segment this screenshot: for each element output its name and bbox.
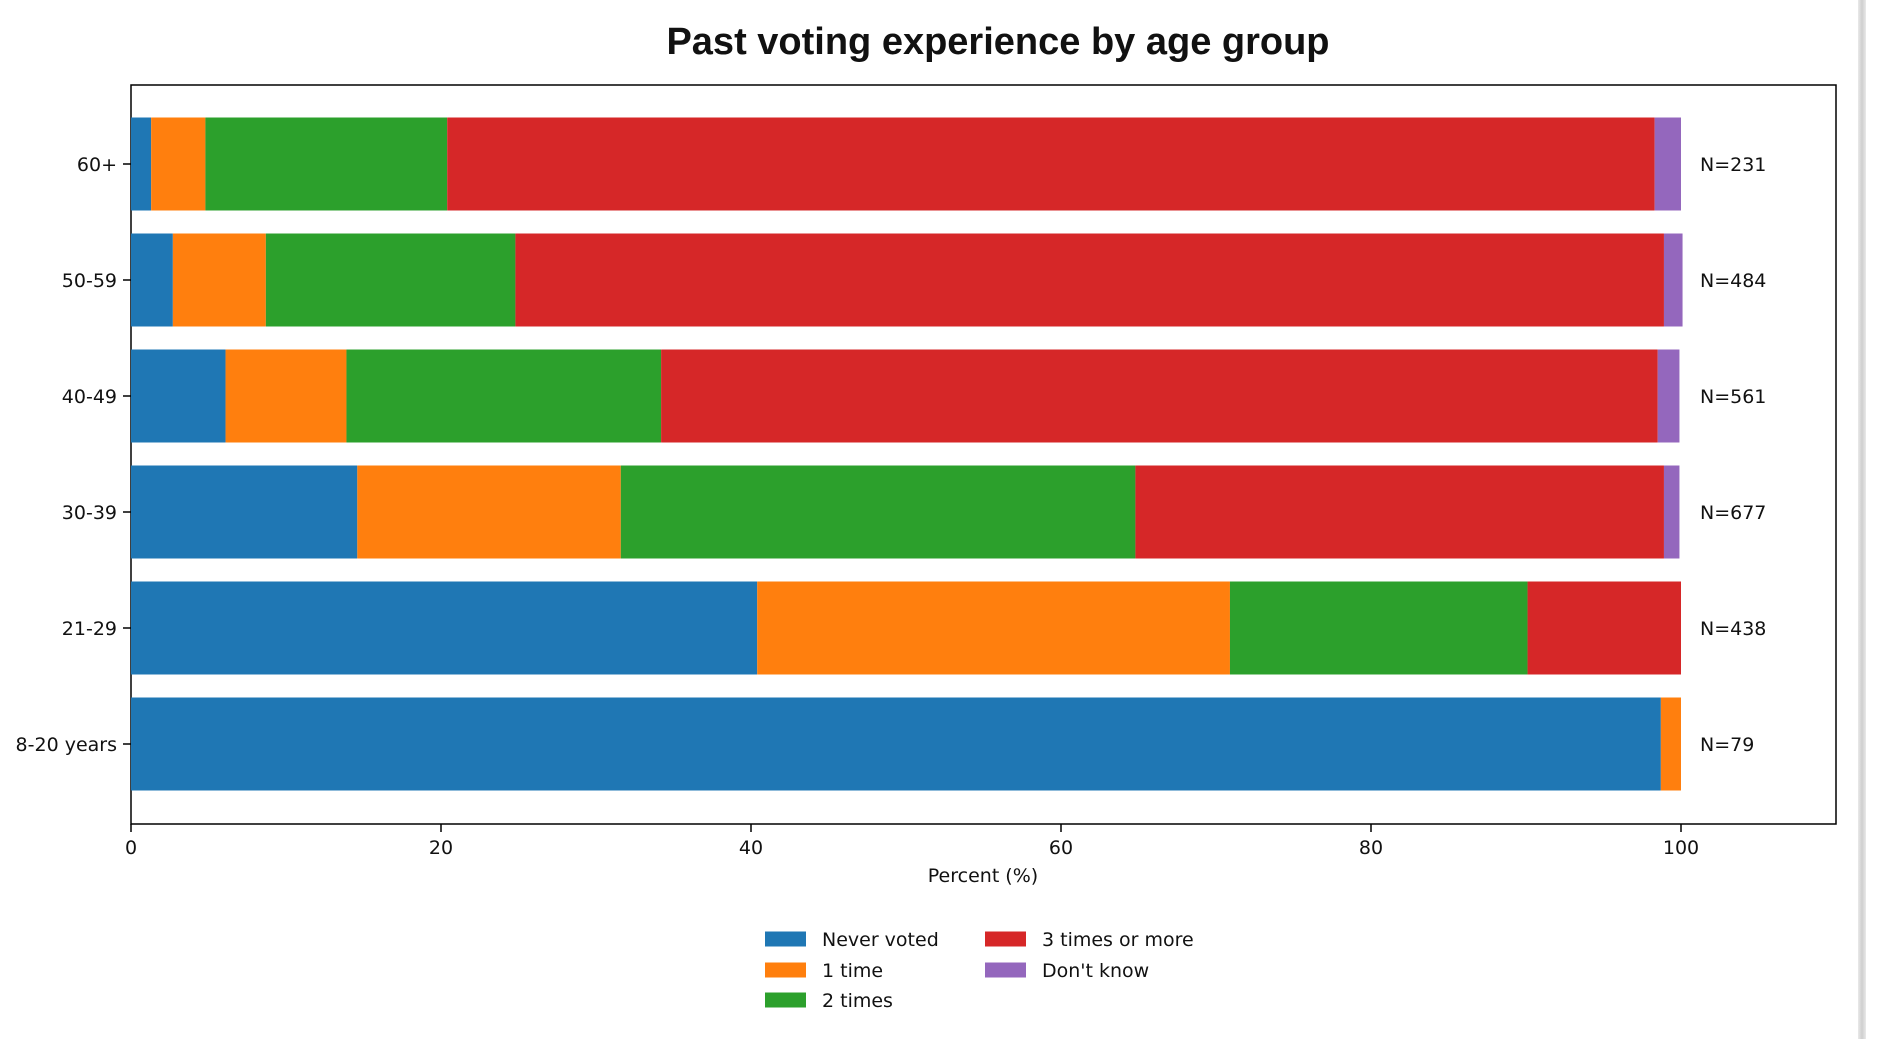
sample-size-label: N=561	[1700, 386, 1766, 408]
legend: Never voted 1 time 2 times 3 times or more D…	[765, 929, 1194, 1012]
bar-40-49-never-voted	[131, 349, 226, 443]
bar-21-29-never-voted	[131, 581, 758, 675]
bar-40-49-don-t-know	[1657, 349, 1680, 443]
sample-size-label: N=438	[1700, 618, 1766, 640]
plot-area-frame	[130, 84, 1837, 825]
x-axis-label: Percent (%)	[928, 865, 1038, 887]
bar-8-20-years-1-time	[1660, 697, 1681, 791]
sample-size-label: N=79	[1700, 734, 1754, 756]
legend-swatch	[765, 962, 806, 978]
legend-label: 2 times	[822, 990, 893, 1012]
bar-8-20-years-never-voted	[131, 697, 1661, 791]
bar-30-39-never-voted	[131, 465, 358, 559]
bar-60-never-voted	[131, 117, 152, 211]
x-tick-label: 0	[125, 837, 137, 859]
legend-swatch	[985, 962, 1026, 978]
bars-layer	[131, 117, 1683, 791]
page-margin	[1866, 0, 1880, 1039]
legend-item-never-voted: Never voted	[765, 929, 939, 951]
bar-40-49-2-times	[346, 349, 662, 443]
chart-title: Past voting experience by age group	[666, 21, 1329, 63]
bar-30-39-1-time	[357, 465, 621, 559]
page-edge-shadow	[1858, 0, 1866, 1039]
y-tick-label: 8-20 years	[16, 734, 117, 756]
legend-label: 1 time	[822, 960, 883, 982]
bar-21-29-1-time	[757, 581, 1230, 675]
legend-label: 3 times or more	[1042, 929, 1194, 951]
sample-size-label: N=677	[1700, 502, 1766, 524]
legend-item-2-times: 2 times	[765, 990, 893, 1012]
bar-60-3-times-or-more	[447, 117, 1655, 211]
bar-21-29-3-times-or-more	[1527, 581, 1681, 675]
bar-60-2-times	[205, 117, 448, 211]
bar-50-59-don-t-know	[1663, 233, 1683, 327]
bar-30-39-3-times-or-more	[1135, 465, 1664, 559]
bar-50-59-2-times	[265, 233, 516, 327]
legend-swatch	[765, 992, 806, 1008]
bar-21-29-2-times	[1229, 581, 1528, 675]
x-tick-label: 40	[739, 837, 763, 859]
y-tick-label: 50-59	[62, 270, 117, 292]
legend-item-don-t-know: Don't know	[985, 960, 1149, 982]
legend-item-1-time: 1 time	[765, 960, 883, 982]
x-axis: 0 20 40 60 80 100	[125, 824, 1699, 859]
x-tick-label: 60	[1049, 837, 1073, 859]
legend-label: Never voted	[822, 929, 939, 951]
bar-60-don-t-know	[1654, 117, 1681, 211]
x-tick-label: 100	[1663, 837, 1699, 859]
y-tick-label: 40-49	[62, 386, 117, 408]
y-tick-label: 30-39	[62, 502, 117, 524]
sample-size-label: N=484	[1700, 270, 1766, 292]
sample-size-label: N=231	[1700, 154, 1766, 176]
bar-30-39-don-t-know	[1663, 465, 1680, 559]
legend-swatch	[765, 931, 806, 947]
bar-60-1-time	[151, 117, 206, 211]
x-tick-label: 80	[1359, 837, 1383, 859]
legend-item-3-times-or-more: 3 times or more	[985, 929, 1194, 951]
bar-40-49-1-time	[225, 349, 347, 443]
bar-40-49-3-times-or-more	[661, 349, 1658, 443]
y-tick-label: 21-29	[62, 618, 117, 640]
bar-50-59-never-voted	[131, 233, 173, 327]
legend-swatch	[985, 931, 1026, 947]
y-tick-label: 60+	[77, 154, 117, 176]
x-tick-label: 20	[429, 837, 453, 859]
bar-30-39-2-times	[620, 465, 1136, 559]
bar-50-59-3-times-or-more	[515, 233, 1664, 327]
sample-size-labels: N=231 N=484 N=561 N=677 N=438 N=79	[1700, 154, 1766, 756]
legend-label: Don't know	[1042, 960, 1149, 982]
y-axis: 60+ 50-59 40-49 30-39 21-29 8-20 years	[16, 154, 131, 756]
bar-50-59-1-time	[172, 233, 266, 327]
